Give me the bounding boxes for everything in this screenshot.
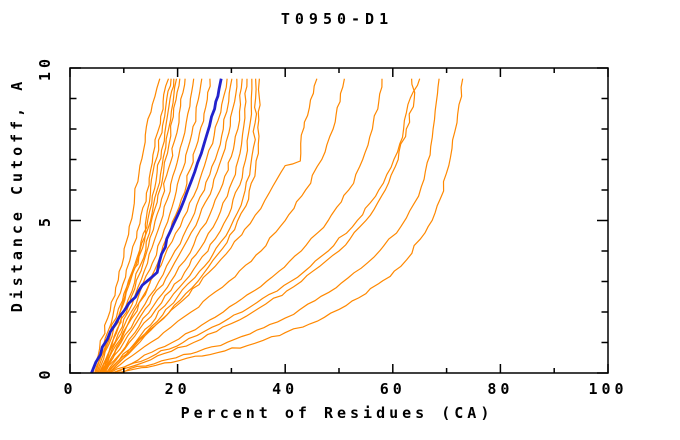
x-tick-label: 100	[588, 380, 627, 398]
y-axis-title: Distance Cutoff, A	[8, 78, 26, 313]
model-curve	[109, 78, 383, 374]
x-tick-label: 80	[487, 380, 513, 398]
tick-labels: 0 20 40 60 80 100 0 5 10	[36, 55, 627, 398]
y-tick-label: 5	[36, 214, 54, 227]
model-curve	[106, 78, 248, 374]
x-tick-label: 0	[63, 380, 76, 398]
model-curve	[115, 78, 440, 374]
y-tick-label: 0	[36, 366, 54, 379]
model-curve	[99, 78, 186, 374]
x-axis-title: Percent of Residues (CA)	[181, 404, 494, 422]
model-curve	[104, 78, 243, 374]
model-curve	[100, 78, 195, 374]
model-curve	[105, 78, 318, 374]
x-tick-label: 60	[380, 380, 406, 398]
y-tick-label: 10	[36, 55, 54, 81]
model-curve	[109, 78, 261, 374]
model-curve	[101, 78, 233, 374]
chart-title: T0950-D1	[281, 10, 393, 28]
model-curve	[94, 78, 170, 374]
model-curve	[111, 78, 416, 374]
model-curve	[117, 78, 464, 374]
model-curve	[101, 78, 203, 374]
model-curve	[95, 78, 172, 374]
model-curve	[108, 78, 258, 374]
model-curve	[107, 78, 253, 374]
model-curve	[103, 78, 238, 374]
model-curve	[92, 78, 161, 374]
model-curves	[90, 78, 464, 374]
model-curve	[99, 78, 228, 374]
x-tick-label: 20	[165, 380, 191, 398]
x-tick-label: 40	[272, 380, 298, 398]
model-curve	[107, 78, 345, 374]
axes	[69, 67, 609, 374]
highlight-curve	[90, 78, 223, 374]
model-curve	[112, 78, 421, 374]
